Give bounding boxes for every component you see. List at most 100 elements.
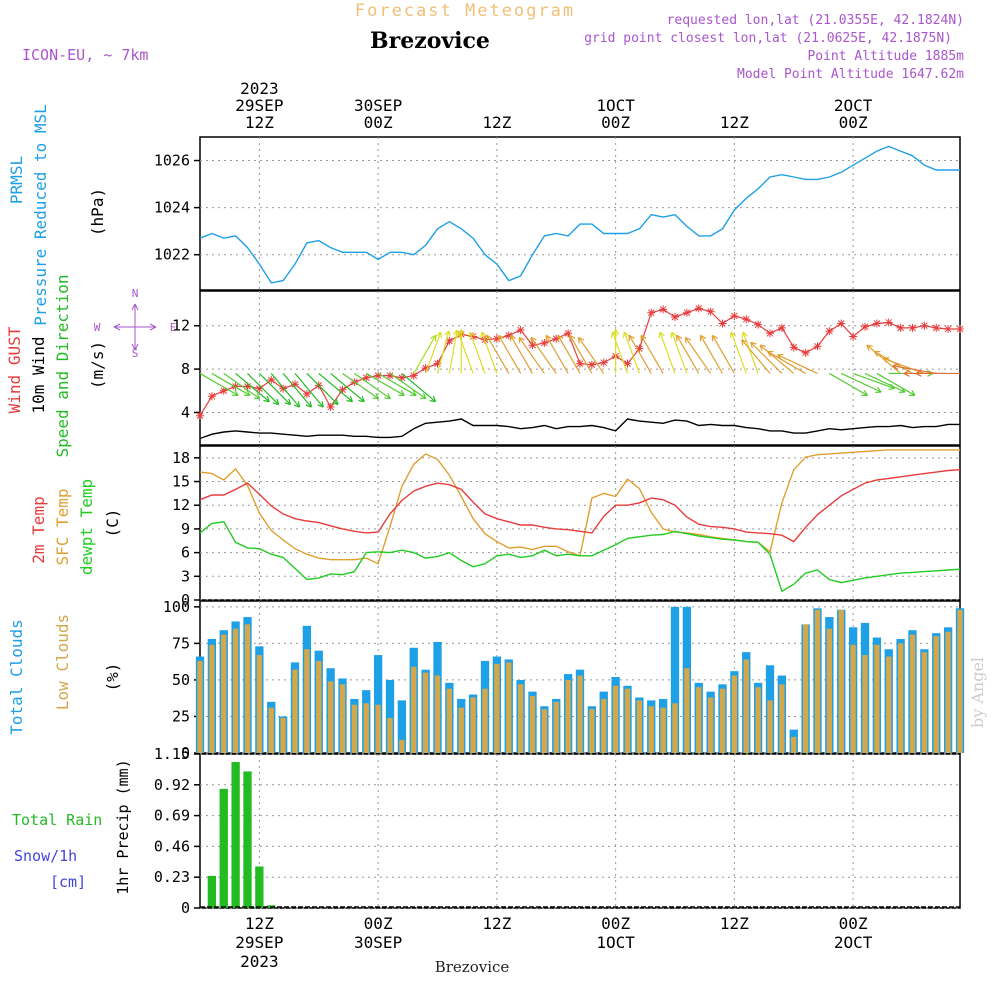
wind-direction-arrowhead — [518, 336, 525, 344]
wind-direction-arrow — [882, 357, 925, 374]
low-clouds-bar — [791, 736, 797, 753]
low-clouds-bar — [909, 634, 916, 753]
wind-direction-arrowhead — [628, 334, 635, 342]
low-clouds-bar — [375, 704, 381, 753]
total-rain-label: Total Rain — [12, 811, 102, 829]
y-tick-label: 3 — [181, 567, 190, 585]
gust-marker — [445, 336, 454, 345]
low-clouds-bar — [660, 707, 666, 753]
wind-direction-arrowhead — [866, 344, 873, 351]
bottom-time-label: 1OCT — [596, 933, 635, 952]
low-clouds-bar — [197, 660, 203, 753]
gust-marker — [196, 411, 204, 420]
gust-marker — [789, 343, 798, 352]
low-clouds-bar — [316, 660, 322, 753]
wind-direction-arrow — [578, 337, 605, 374]
low-clouds-bar — [684, 668, 690, 753]
low-clouds-bar — [327, 681, 334, 753]
wind-direction-arrowhead — [908, 389, 916, 397]
wind-direction-arrow — [223, 372, 261, 400]
pressure-unit: (hPa) — [88, 188, 107, 236]
model-altitude: Model Point Altitude 1647.62m — [737, 67, 964, 82]
top-time-label: 00Z — [601, 113, 630, 132]
y-tick-label: 6 — [181, 544, 190, 562]
low-clouds-bar — [399, 739, 405, 753]
low-clouds-bar — [411, 666, 417, 753]
top-time-label: 00Z — [364, 113, 393, 132]
wind-direction-arrowhead — [272, 398, 280, 406]
wind-direction-arrowhead — [610, 331, 618, 339]
y-tick-label: 1026 — [154, 152, 190, 170]
y-tick-label: 0.69 — [154, 807, 190, 825]
wind-gust-label: Wind GUST — [5, 326, 24, 413]
gust-marker — [587, 360, 596, 369]
wind-direction-arrowhead — [699, 334, 706, 342]
gust-marker — [813, 342, 822, 351]
wind-direction-arrow — [699, 335, 724, 374]
y-tick-label: 1.15 — [154, 745, 190, 763]
top-time-label: 1OCT — [596, 96, 635, 115]
bottom-time-label: 2OCT — [834, 933, 873, 952]
low-clouds-bar — [933, 636, 939, 753]
gust-marker — [433, 359, 442, 368]
wind-direction-arrowhead — [498, 334, 505, 342]
clouds-unit: (%) — [103, 663, 122, 692]
wind-direction-arrow — [270, 373, 300, 408]
gust-marker — [576, 359, 584, 368]
wind-direction-arrowhead — [480, 331, 487, 339]
gust-marker — [564, 329, 573, 338]
y-tick-label: 0.92 — [154, 776, 190, 794]
rain-bar — [243, 771, 252, 908]
y-tick-label: 50 — [172, 671, 190, 689]
gust-marker — [302, 390, 311, 399]
gust-marker — [801, 348, 810, 357]
low-clouds-bar — [434, 675, 441, 753]
wind-direction-arrowhead — [420, 393, 427, 400]
bottom-time-label: 00Z — [601, 914, 630, 933]
wind-direction-arrowhead — [509, 334, 516, 342]
wind-direction-arrow — [684, 337, 712, 374]
low-clouds-bar — [838, 609, 844, 753]
wind-direction-arrow — [759, 344, 795, 374]
wind-direction-arrowhead — [410, 389, 417, 397]
gust-marker — [908, 323, 917, 332]
pressure-line — [199, 145, 960, 284]
gust-marker — [872, 319, 881, 328]
low-clouds-bar — [422, 672, 429, 753]
gust-marker — [623, 359, 632, 368]
gust-marker — [362, 373, 371, 382]
wind-direction-arrow — [767, 350, 806, 374]
wind-direction-arrowhead — [777, 353, 784, 361]
top-time-label: 29SEP — [235, 96, 283, 115]
y-tick-label: 4 — [181, 403, 190, 421]
bottom-time-label: 12Z — [245, 914, 274, 933]
wind-direction-arrow — [235, 372, 270, 403]
wind-direction-arrow — [530, 337, 557, 374]
low-clouds-bar — [232, 628, 239, 753]
low-clouds-bar — [470, 697, 476, 753]
low-clouds-bar — [482, 688, 488, 753]
wind-direction-arrowhead — [372, 393, 380, 400]
gust-marker — [682, 308, 691, 317]
wind-direction-arrow — [659, 331, 676, 374]
low-clouds-bar — [779, 684, 785, 753]
wind-direction-arrowhead — [305, 401, 312, 408]
gust-marker — [766, 329, 774, 338]
y-tick-label: 12 — [172, 317, 190, 335]
gust-marker — [742, 315, 751, 324]
top-time-label: 12Z — [245, 113, 274, 132]
low-clouds-bar — [589, 709, 595, 753]
wind-10m-label: 10m Wind — [29, 336, 48, 413]
wind-direction-arrow — [742, 331, 759, 374]
bottom-time-label: 00Z — [839, 914, 868, 933]
low-clouds-bar — [696, 687, 702, 753]
compass-icon — [113, 303, 157, 351]
temp-2m-line — [199, 469, 961, 543]
low-clouds-bar — [458, 707, 464, 753]
wind-direction-arrowhead — [468, 331, 475, 339]
gust-marker — [409, 371, 418, 380]
wind-direction-arrow — [829, 372, 868, 396]
low-clouds-bar — [244, 624, 251, 753]
wind-direction-arrowhead — [456, 331, 463, 339]
